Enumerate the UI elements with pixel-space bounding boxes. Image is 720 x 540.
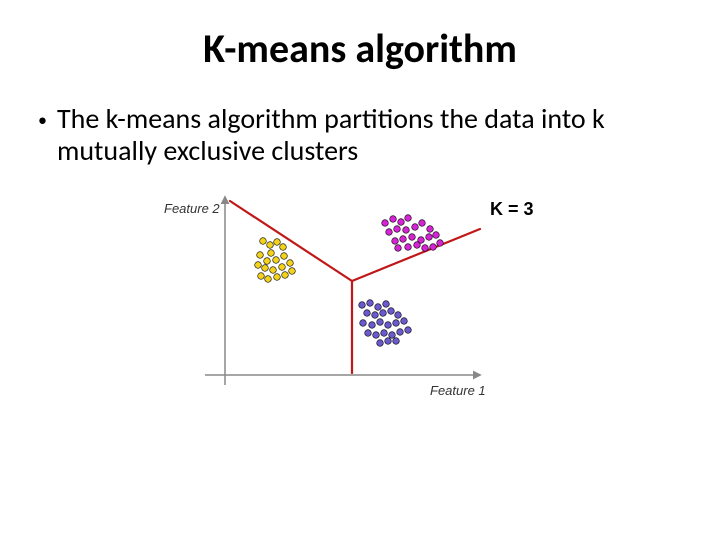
point-blue [401,318,408,325]
point-yellow [287,260,294,267]
point-magenta [427,226,434,233]
point-yellow [264,258,271,265]
point-yellow [262,265,269,272]
point-magenta [437,240,444,247]
point-blue [385,322,392,329]
point-blue [377,319,384,326]
point-yellow [273,257,280,264]
point-blue [364,310,371,317]
bullet-text: The k-means algorithm partitions the dat… [57,103,690,167]
point-blue [380,310,387,317]
point-yellow [265,276,272,283]
point-blue [373,332,380,339]
slide-body: • The k-means algorithm partitions the d… [30,103,690,425]
point-magenta [403,227,410,234]
point-magenta [426,234,433,241]
bullet-item: • The k-means algorithm partitions the d… [30,103,690,167]
point-yellow [289,268,296,275]
y-axis-label: Feature 2 [164,201,220,216]
point-yellow [279,264,286,271]
point-yellow [270,267,277,274]
point-magenta [430,244,437,251]
point-yellow [260,238,267,245]
point-yellow [282,272,289,279]
point-blue [393,338,400,345]
point-blue [359,302,366,309]
point-yellow [268,250,275,257]
slide: { "title": "K-means algorithm", "bullet"… [0,0,720,540]
point-magenta [419,220,426,227]
point-magenta [395,245,402,252]
point-yellow [257,252,264,259]
point-magenta [394,226,401,233]
point-blue [383,301,390,308]
point-blue [405,327,412,334]
point-magenta [382,220,389,227]
x-axis-label: Feature 1 [430,383,486,398]
k-label: K = 3 [490,199,534,219]
point-yellow [274,274,281,281]
point-magenta [398,219,405,226]
point-magenta [386,229,393,236]
point-yellow [267,242,274,249]
point-magenta [422,245,429,252]
kmeans-figure: Feature 1 Feature 2 K = 3 [150,185,570,425]
point-blue [369,322,376,329]
point-blue [372,312,379,319]
point-blue [395,312,402,319]
point-magenta [392,238,399,245]
point-yellow [255,262,262,269]
point-blue [360,320,367,327]
point-yellow [281,253,288,260]
point-magenta [409,234,416,241]
point-magenta [412,224,419,231]
point-magenta [433,232,440,239]
bullet-marker: • [38,106,47,134]
point-blue [375,304,382,311]
point-blue [397,329,404,336]
point-magenta [414,242,421,249]
point-blue [389,332,396,339]
kmeans-svg: Feature 1 Feature 2 K = 3 [150,185,570,425]
point-blue [393,320,400,327]
point-blue [365,330,372,337]
point-blue [385,338,392,345]
point-magenta [405,244,412,251]
point-yellow [280,244,287,251]
point-blue [367,300,374,307]
slide-title: K-means algorithm [30,24,690,73]
point-magenta [405,215,412,222]
point-yellow [258,273,265,280]
point-magenta [400,236,407,243]
point-blue [388,308,395,315]
figure-container: Feature 1 Feature 2 K = 3 [30,185,690,425]
point-blue [381,330,388,337]
point-magenta [390,216,397,223]
point-blue [377,340,384,347]
point-yellow [274,239,281,246]
